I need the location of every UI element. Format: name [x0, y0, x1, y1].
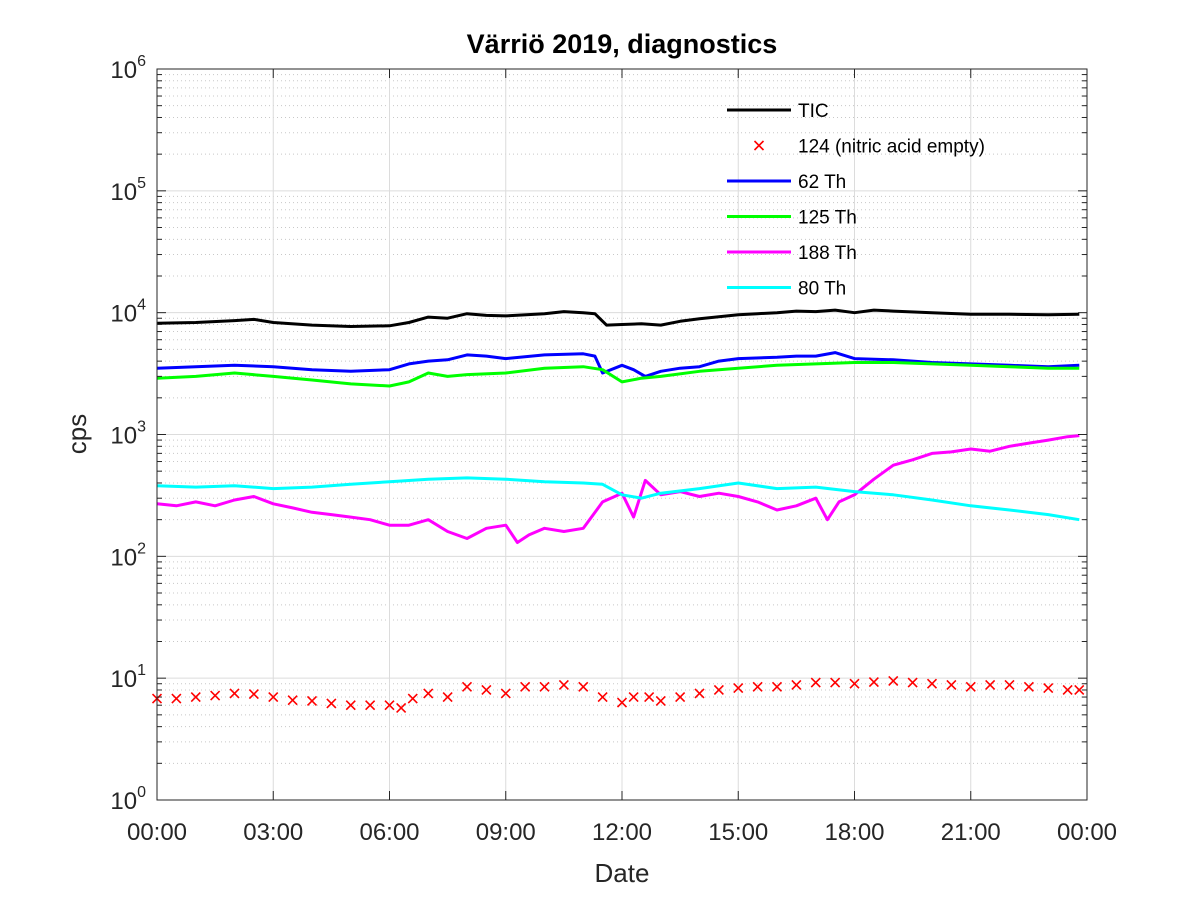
data-point-marker — [655, 695, 666, 707]
series-0 — [156, 308, 1080, 328]
legend-label: 124 (nitric acid empty) — [798, 137, 985, 158]
series-1 — [151, 675, 1085, 713]
y-tick-label: 102 — [110, 540, 146, 571]
data-point-marker — [442, 691, 453, 703]
legend-label: 188 Th — [798, 243, 857, 264]
data-point-marker — [810, 677, 821, 688]
data-point-marker — [365, 700, 376, 711]
data-point-marker — [210, 690, 221, 701]
data-point-marker — [965, 681, 976, 692]
data-point-marker — [888, 675, 899, 686]
legend-item: 80 Th — [727, 279, 846, 300]
data-point-marker — [926, 678, 938, 689]
data-point-marker — [396, 702, 407, 713]
x-tick-label: 06:00 — [359, 819, 419, 846]
series-5 — [156, 476, 1080, 522]
y-tick-label: 101 — [110, 662, 146, 693]
legend-label: 62 Th — [798, 172, 846, 193]
legend-item: TIC — [727, 101, 829, 122]
data-point-marker — [500, 688, 511, 699]
data-point-marker — [907, 677, 918, 688]
data-point-marker — [190, 691, 201, 703]
data-point-marker — [248, 689, 259, 700]
series-line — [156, 351, 1080, 378]
legend-swatch — [753, 140, 765, 151]
legend-label: 80 Th — [798, 279, 846, 300]
data-point-marker — [306, 695, 318, 707]
x-tick-label: 00:00 — [127, 819, 187, 846]
data-point-marker — [771, 681, 783, 692]
data-point-marker — [675, 691, 686, 703]
data-point-marker — [597, 691, 608, 703]
legend-label: TIC — [798, 101, 829, 122]
data-point-marker — [752, 681, 763, 692]
y-tick-label: 106 — [110, 53, 146, 84]
data-point-marker — [868, 676, 879, 688]
data-point-marker — [539, 681, 550, 692]
data-point-marker — [713, 684, 724, 696]
x-tick-label: 09:00 — [476, 819, 536, 846]
data-point-marker — [628, 691, 639, 703]
data-point-marker — [384, 700, 395, 711]
data-point-marker — [171, 693, 182, 704]
legend-item: 125 Th — [727, 208, 857, 229]
data-point-marker — [578, 681, 589, 692]
data-point-marker — [481, 684, 492, 696]
series-line — [156, 476, 1080, 522]
data-point-marker — [985, 679, 996, 690]
x-axis-label: Date — [595, 858, 650, 888]
data-point-marker — [520, 681, 531, 692]
y-tick-label: 100 — [110, 784, 146, 815]
data-point-marker — [616, 697, 628, 708]
data-point-marker — [694, 688, 705, 699]
legend-item: 188 Th — [727, 243, 857, 264]
x-tick-label: 12:00 — [592, 819, 652, 846]
legend: TIC 124 (nitric acid empty) 62 Th 125 Th 188… — [727, 101, 985, 300]
legend-label: 125 Th — [798, 208, 857, 229]
series-3 — [156, 361, 1080, 388]
data-point-marker — [1062, 684, 1073, 696]
data-point-marker — [733, 682, 744, 694]
data-point-marker — [830, 677, 841, 688]
x-tick-label: 21:00 — [941, 819, 1001, 846]
data-point-marker — [326, 698, 337, 709]
x-tick-labels: 00:00 03:00 06:00 09:00 12:00 15:00 18:00 21:00… — [127, 819, 1117, 846]
data-point-marker — [407, 693, 418, 704]
data-point-marker — [229, 688, 240, 699]
data-point-marker — [345, 700, 356, 711]
data-point-marker — [558, 679, 569, 690]
data-point-marker — [1043, 682, 1054, 694]
chart-title: Värriö 2019, diagnostics — [467, 29, 778, 59]
data-point-marker — [268, 691, 279, 703]
series-line — [156, 434, 1080, 544]
legend-item: 124 (nitric acid empty) — [753, 137, 985, 158]
data-point-marker — [644, 691, 655, 703]
axis-ticks — [156, 68, 1088, 801]
data-point-marker — [946, 679, 957, 690]
x-tick-label: 15:00 — [708, 819, 768, 846]
y-axis-label: cps — [62, 414, 92, 454]
x-tick-label: 18:00 — [824, 819, 884, 846]
data-point-marker — [1023, 681, 1034, 692]
legend-item: 62 Th — [727, 172, 846, 193]
data-point-marker — [791, 679, 802, 690]
data-point-marker — [849, 678, 860, 689]
series-layer — [151, 308, 1085, 713]
data-point-marker — [461, 681, 473, 692]
x-tick-label: 03:00 — [243, 819, 303, 846]
series-line — [156, 308, 1080, 328]
series-2 — [156, 351, 1080, 378]
data-point-marker — [423, 688, 434, 699]
data-point-marker — [1004, 679, 1015, 690]
x-tick-label: 00:00 — [1057, 819, 1117, 846]
data-point-marker — [287, 695, 298, 706]
y-tick-label: 104 — [110, 297, 146, 328]
y-tick-label: 103 — [110, 419, 146, 450]
series-4 — [156, 434, 1080, 544]
y-tick-label: 105 — [110, 175, 146, 206]
series-line — [156, 361, 1080, 388]
data-point-marker — [1074, 684, 1085, 696]
y-tick-labels: 100 101 102 103 104 105 106 — [110, 53, 146, 815]
